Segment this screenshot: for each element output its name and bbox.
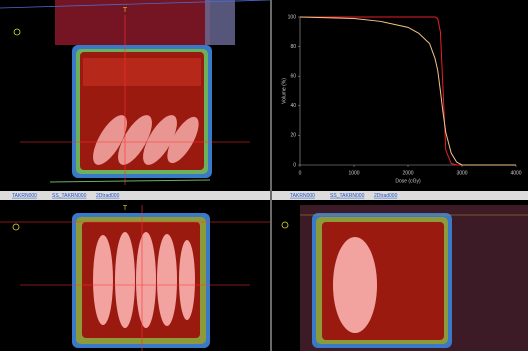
- x-tick-label: 0: [299, 170, 302, 176]
- toolbar-link[interactable]: TAKRN000: [290, 193, 315, 199]
- dose-view: [282, 205, 528, 351]
- y-tick-label: 80: [290, 44, 296, 50]
- y-tick-label: 40: [290, 103, 296, 109]
- page: T TAKRN000 SS_TAKRN000 2Dtrad000 TAKRN00…: [0, 0, 528, 351]
- dvh-panel: [272, 0, 528, 190]
- x-tick-label: 3000: [456, 170, 467, 176]
- x-tick-label: 4000: [510, 170, 521, 176]
- x-tick-label: 1000: [348, 170, 359, 176]
- screen: T TAKRN000 SS_TAKRN000 2Dtrad000 TAKRN00…: [0, 0, 528, 351]
- toolbar-link[interactable]: TAKRN000: [12, 193, 37, 199]
- y-axis-label: Volume (%): [281, 78, 287, 104]
- toolbar-link[interactable]: SS_TAKRN000: [52, 193, 87, 199]
- toolbar-link[interactable]: 2Dtrad000: [96, 193, 120, 199]
- y-tick-label: 20: [290, 133, 296, 139]
- view-label: T: [123, 7, 128, 14]
- y-tick-label: 0: [293, 162, 296, 168]
- toolbar-link[interactable]: 2Dtrad000: [374, 193, 398, 199]
- view-label: T: [123, 205, 128, 212]
- toolbar: [0, 191, 270, 200]
- y-tick-label: 100: [288, 14, 297, 20]
- x-axis-label: Dose (cGy): [395, 178, 421, 184]
- x-tick-label: 2000: [402, 170, 413, 176]
- y-tick-label: 60: [290, 74, 296, 80]
- toolbar-link[interactable]: SS_TAKRN000: [330, 193, 365, 199]
